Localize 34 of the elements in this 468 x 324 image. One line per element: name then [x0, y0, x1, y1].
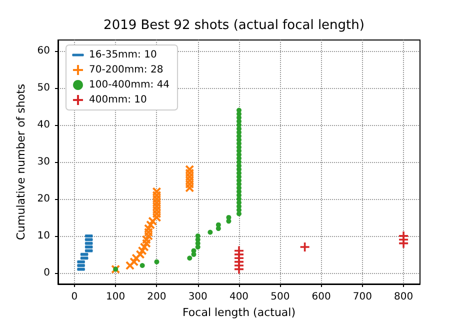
x-tick-label: 400 [229, 292, 249, 302]
point [195, 233, 200, 238]
y-tick-label: 20 [37, 193, 50, 204]
legend-label: 100-400mm: 44 [89, 80, 170, 90]
x-tick-label: 800 [394, 292, 414, 302]
point [140, 263, 145, 268]
y-tick-label: 60 [37, 46, 50, 57]
y-tick-label: 10 [37, 230, 50, 242]
legend-label: 16-35mm: 10 [89, 50, 157, 60]
x-axis-title: Focal length (actual) [182, 306, 296, 319]
x-tick-label: 100 [106, 292, 126, 302]
x-tick-label: 500 [270, 292, 290, 302]
x-tick-label: 700 [352, 292, 372, 302]
point [185, 165, 194, 174]
point [216, 222, 221, 228]
legend-label: 400mm: 10 [89, 94, 147, 106]
point [208, 230, 213, 235]
y-tick-label: 0 [44, 267, 50, 278]
y-axis-title: Cumulative number of shots [14, 84, 28, 240]
y-tick-label: 40 [37, 120, 50, 131]
point [226, 214, 232, 220]
x-tick-label: 600 [312, 292, 331, 302]
x-tick-label: 200 [147, 292, 166, 302]
y-tick-label: 50 [37, 82, 50, 94]
x-tick-label: 0 [71, 292, 78, 302]
point [187, 256, 192, 261]
point [236, 108, 242, 113]
point [152, 187, 161, 196]
legend-label: 70-200mm: 28 [89, 64, 164, 76]
y-tick-label: 30 [37, 156, 50, 168]
chart-title: 2019 Best 92 shots (actual focal length) [104, 18, 364, 33]
point [154, 259, 160, 264]
point [300, 242, 310, 252]
x-tick-label: 300 [188, 292, 208, 302]
